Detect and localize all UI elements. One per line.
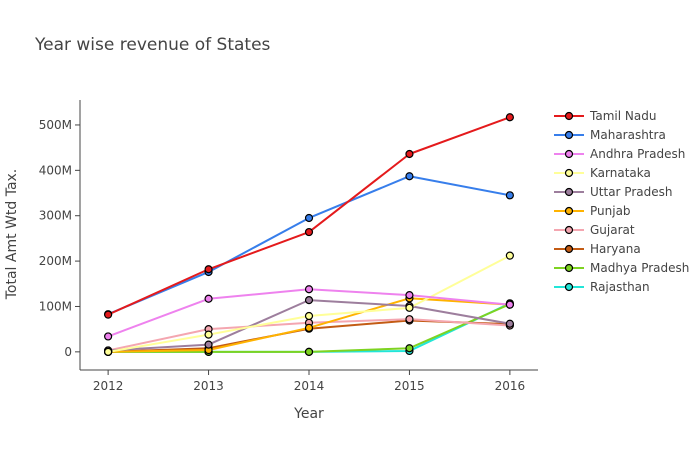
data-point-karnataka[interactable] (204, 330, 213, 339)
x-tick-label: 2012 (93, 379, 124, 393)
legend-item-rajasthan[interactable]: Rajasthan (554, 280, 650, 294)
y-tick-label: 0 (64, 345, 72, 359)
data-point-tamil-nadu[interactable] (405, 149, 414, 159)
data-point-tamil-nadu[interactable] (104, 310, 113, 319)
data-point-madhya-pradesh[interactable] (405, 344, 414, 353)
legend-item-tamil-nadu[interactable]: Tamil Nadu (554, 109, 656, 123)
legend-item-karnataka[interactable]: Karnataka (554, 166, 651, 180)
chart-title: Year wise revenue of States (34, 35, 271, 55)
legend-label: Haryana (590, 242, 641, 256)
legend-item-uttar-pradesh[interactable]: Uttar Pradesh (554, 185, 672, 199)
data-point-karnataka[interactable] (505, 251, 514, 260)
data-point-punjab[interactable] (304, 323, 314, 332)
legend-item-andhra-pradesh[interactable]: Andhra Pradesh (554, 147, 685, 161)
x-tick-label: 2015 (394, 379, 425, 393)
data-point-maharashtra[interactable] (405, 172, 414, 181)
data-point-madhya-pradesh[interactable] (304, 347, 314, 356)
y-tick-label: 500M (39, 118, 72, 132)
data-point-andhra-pradesh[interactable] (304, 285, 314, 294)
data-point-andhra-pradesh[interactable] (505, 300, 514, 309)
legend-marker (564, 225, 574, 235)
data-point-uttar-pradesh[interactable] (204, 340, 213, 349)
legend-item-maharashtra[interactable]: Maharashtra (554, 128, 666, 142)
legend-marker (564, 130, 574, 140)
legend-item-gujarat[interactable]: Gujarat (554, 223, 635, 237)
legend-marker (564, 168, 574, 178)
data-point-maharashtra[interactable] (304, 213, 314, 223)
legend: Tamil Nadu Maharashtra Andhra Pradesh Karna… (554, 109, 689, 294)
y-tick-label: 200M (39, 254, 72, 268)
y-tick-label: 400M (39, 163, 72, 177)
data-point-uttar-pradesh[interactable] (505, 319, 514, 328)
legend-marker (564, 263, 574, 273)
x-tick-label: 2013 (193, 379, 224, 393)
legend-label: Karnataka (590, 166, 651, 180)
legend-item-punjab[interactable]: Punjab (554, 204, 631, 218)
y-axis-label: Total Amt Wtd Tax. (4, 169, 20, 301)
legend-label: Gujarat (590, 223, 635, 237)
legend-label: Andhra Pradesh (590, 147, 685, 161)
plot-area: 0 100M 200M 300M 400M 500M 2012 2013 2014 2015 201… (39, 100, 538, 393)
data-point-uttar-pradesh[interactable] (304, 296, 314, 305)
series-line-maharashtra (107, 175, 511, 316)
data-point-karnataka[interactable] (304, 311, 314, 321)
y-tick-label: 100M (39, 299, 72, 313)
legend-marker (564, 149, 574, 159)
legend-label: Maharashtra (590, 128, 666, 142)
data-point-karnataka[interactable] (405, 303, 414, 312)
data-point-tamil-nadu[interactable] (304, 227, 314, 237)
legend-label: Punjab (590, 204, 631, 218)
data-point-maharashtra[interactable] (505, 191, 514, 200)
legend-item-haryana[interactable]: Haryana (554, 242, 641, 256)
legend-label: Uttar Pradesh (590, 185, 672, 199)
data-point-andhra-pradesh[interactable] (204, 294, 213, 303)
legend-marker (564, 244, 574, 254)
legend-item-madhya-pradesh[interactable]: Madhya Pradesh (554, 261, 689, 275)
legend-label: Rajasthan (590, 280, 650, 294)
data-point-tamil-nadu[interactable] (505, 113, 514, 122)
legend-label: Tamil Nadu (589, 109, 656, 123)
x-axis-label: Year (293, 406, 324, 422)
data-point-tamil-nadu[interactable] (204, 265, 213, 274)
legend-marker (564, 187, 574, 197)
data-point-gujarat[interactable] (405, 315, 414, 324)
legend-marker (564, 282, 574, 292)
legend-label: Madhya Pradesh (590, 261, 689, 275)
data-point-andhra-pradesh[interactable] (405, 291, 414, 300)
legend-marker (564, 111, 574, 121)
data-point-karnataka[interactable] (104, 347, 113, 356)
x-tick-label: 2016 (495, 379, 526, 393)
data-point-andhra-pradesh[interactable] (104, 332, 113, 341)
x-tick-label: 2014 (294, 379, 325, 393)
legend-marker (564, 206, 574, 216)
y-tick-label: 300M (39, 209, 72, 223)
